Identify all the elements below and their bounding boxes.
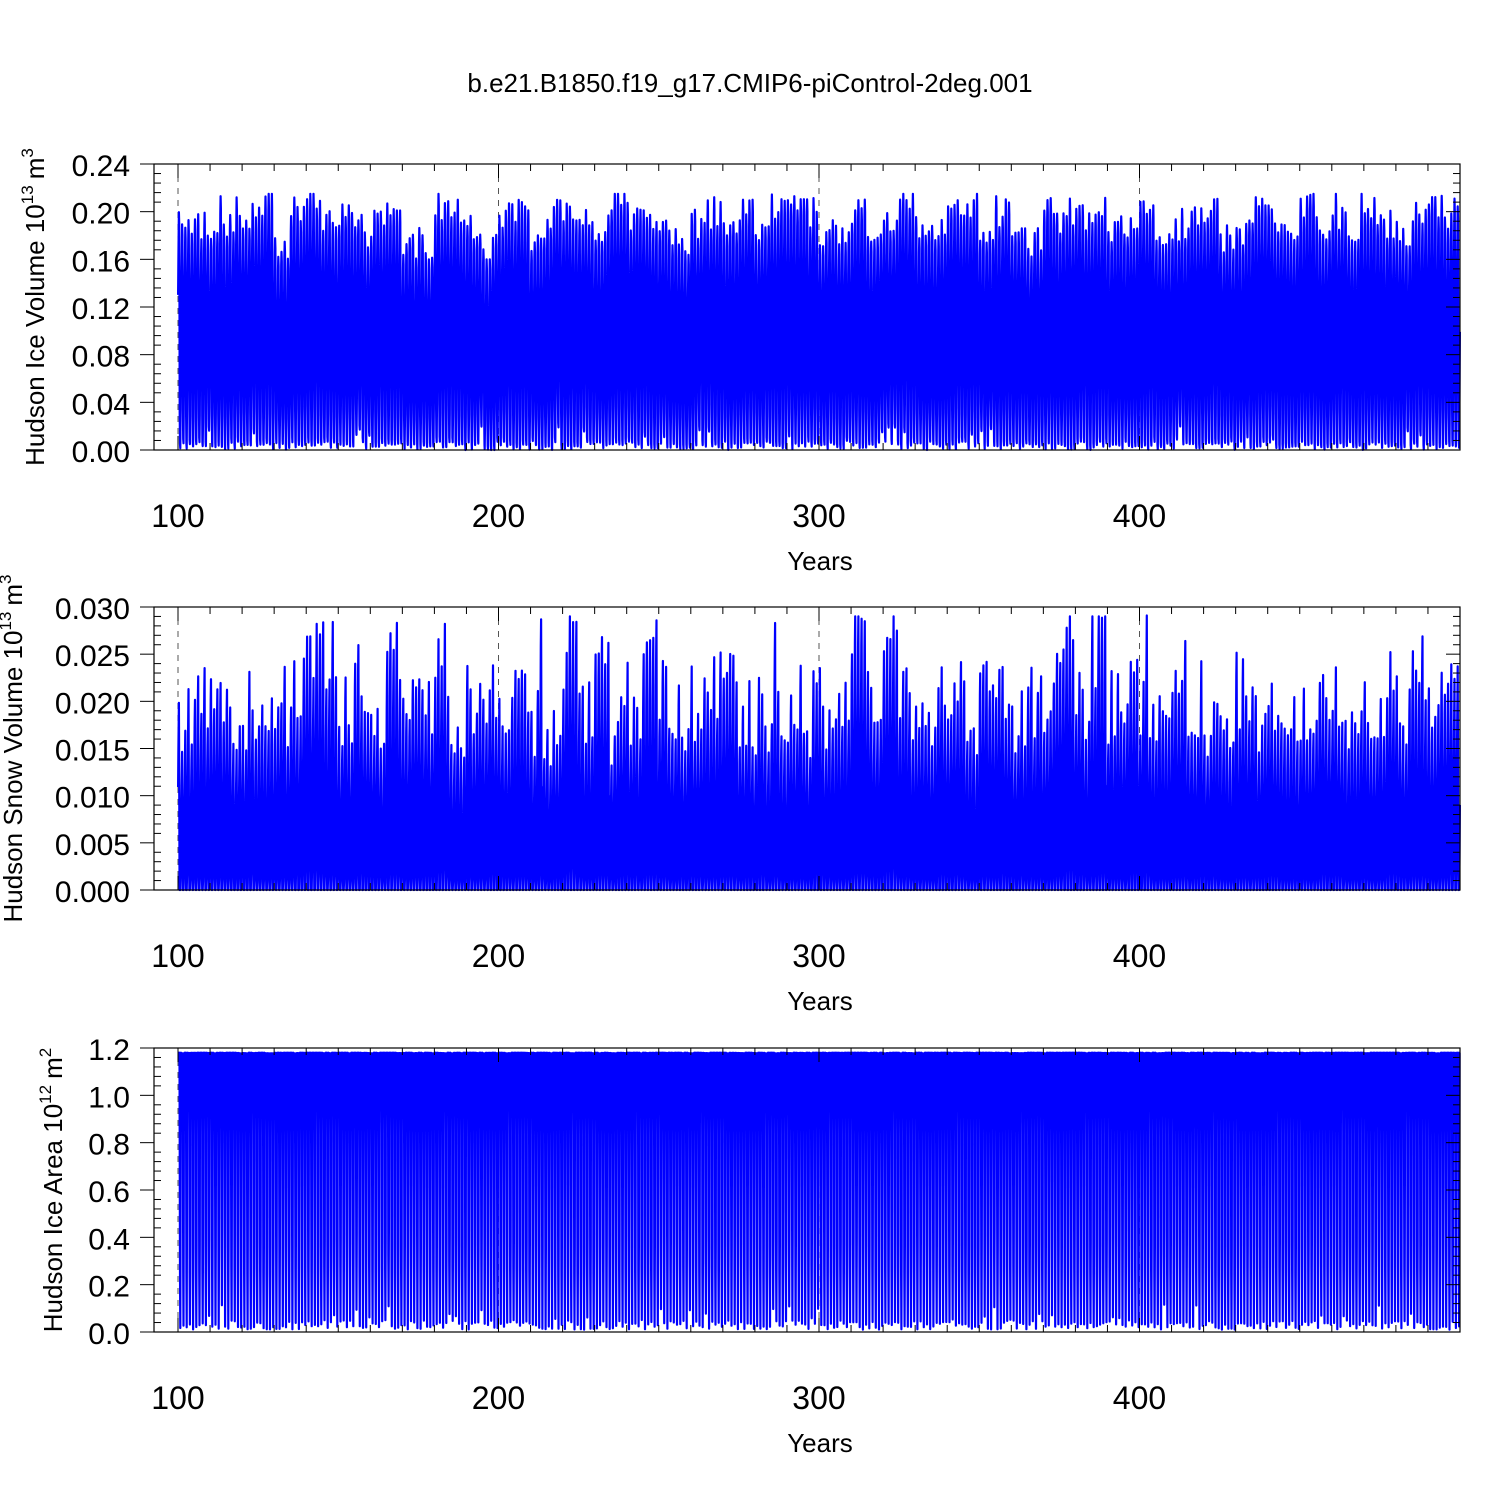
y-tick-label: 0.00 <box>72 436 130 469</box>
x-tick-label: 100 <box>151 938 204 974</box>
y-tick-label: 0.6 <box>88 1176 130 1209</box>
x-axis-label: Years <box>787 986 853 1016</box>
series-line <box>177 1051 1461 1331</box>
y-axis-label: Hudson Ice Volume 1013m3 <box>18 148 50 466</box>
panel-3: 0.0 0.2 0.4 0.6 0.8 1.0 1.2 100 200 300 400 Years Hu… <box>36 1034 1461 1458</box>
y-tick-label: 0.010 <box>55 782 130 815</box>
y-tick-label: 0.16 <box>72 245 130 278</box>
panel-2: 0.000 0.005 0.010 0.015 0.020 0.025 0.030 100 20… <box>0 574 1461 1016</box>
x-tick-label: 400 <box>1113 1380 1166 1416</box>
series-line <box>177 192 1461 452</box>
x-axis-label: Years <box>787 546 853 576</box>
y-tick-label: 0.2 <box>88 1271 130 1304</box>
y-tick-label: 0.025 <box>55 640 130 673</box>
x-tick-label: 300 <box>792 1380 845 1416</box>
y-tick-label: 0.08 <box>72 341 130 374</box>
y-axis-label: Hudson Ice Area 1012m2 <box>36 1048 68 1332</box>
y-tick-label: 0.8 <box>88 1129 130 1162</box>
y-tick-label: 1.2 <box>88 1034 130 1067</box>
y-tick-label: 0.015 <box>55 735 130 768</box>
figure-title: b.e21.B1850.f19_g17.CMIP6-piControl-2deg… <box>467 68 1032 98</box>
x-tick-label: 200 <box>472 1380 525 1416</box>
y-tick-label: 0.000 <box>55 876 130 909</box>
y-tick-label: 0.24 <box>72 150 130 183</box>
y-tick-label: 0.12 <box>72 293 130 326</box>
y-tick-label: 0.020 <box>55 687 130 720</box>
x-tick-label: 100 <box>151 498 204 534</box>
y-axis-label: Hudson Snow Volume 1013m3 <box>0 574 28 922</box>
x-tick-label: 100 <box>151 1380 204 1416</box>
x-tick-label: 200 <box>472 498 525 534</box>
x-axis-label: Years <box>787 1428 853 1458</box>
y-tick-label: 0.4 <box>88 1223 130 1256</box>
y-tick-label: 0.20 <box>72 198 130 231</box>
y-tick-label: 0.0 <box>88 1318 130 1351</box>
x-tick-label: 400 <box>1113 498 1166 534</box>
x-tick-label: 300 <box>792 498 845 534</box>
panel-1: 0.00 0.04 0.08 0.12 0.16 0.20 0.24 100 200 300 400… <box>18 148 1461 576</box>
y-tick-label: 0.04 <box>72 388 130 421</box>
x-tick-label: 200 <box>472 938 525 974</box>
panels: 0.00 0.04 0.08 0.12 0.16 0.20 0.24 100 200 300 400… <box>0 148 1461 1458</box>
x-tick-label: 400 <box>1113 938 1166 974</box>
y-tick-label: 0.005 <box>55 829 130 862</box>
y-tick-label: 0.030 <box>55 593 130 626</box>
y-tick-label: 1.0 <box>88 1081 130 1114</box>
x-tick-label: 300 <box>792 938 845 974</box>
